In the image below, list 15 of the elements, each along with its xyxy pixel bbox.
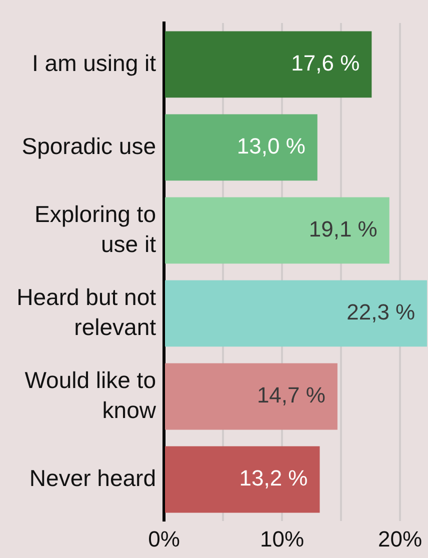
y-tick-label: I am using it xyxy=(32,50,157,76)
x-tick-label: 20% xyxy=(378,526,422,552)
data-label: 17,6 % xyxy=(291,50,360,76)
data-label: 13,0 % xyxy=(236,134,306,159)
y-tick-label: Exploring to use it xyxy=(34,200,157,257)
data-label: 22,3 % xyxy=(346,300,416,325)
y-tick-label: Sporadic use xyxy=(22,132,156,159)
y-tick-label: Never heard xyxy=(29,464,156,491)
x-tick-label: 10% xyxy=(260,526,304,552)
data-label: 13,2 % xyxy=(239,466,308,491)
x-tick-label: 0% xyxy=(148,526,180,552)
data-label: 19,1 % xyxy=(308,216,378,242)
data-label: 14,7 % xyxy=(256,382,326,408)
y-tick-label: Heard but not relevant xyxy=(16,284,157,340)
y-tick-label: Would like to know xyxy=(24,366,156,423)
